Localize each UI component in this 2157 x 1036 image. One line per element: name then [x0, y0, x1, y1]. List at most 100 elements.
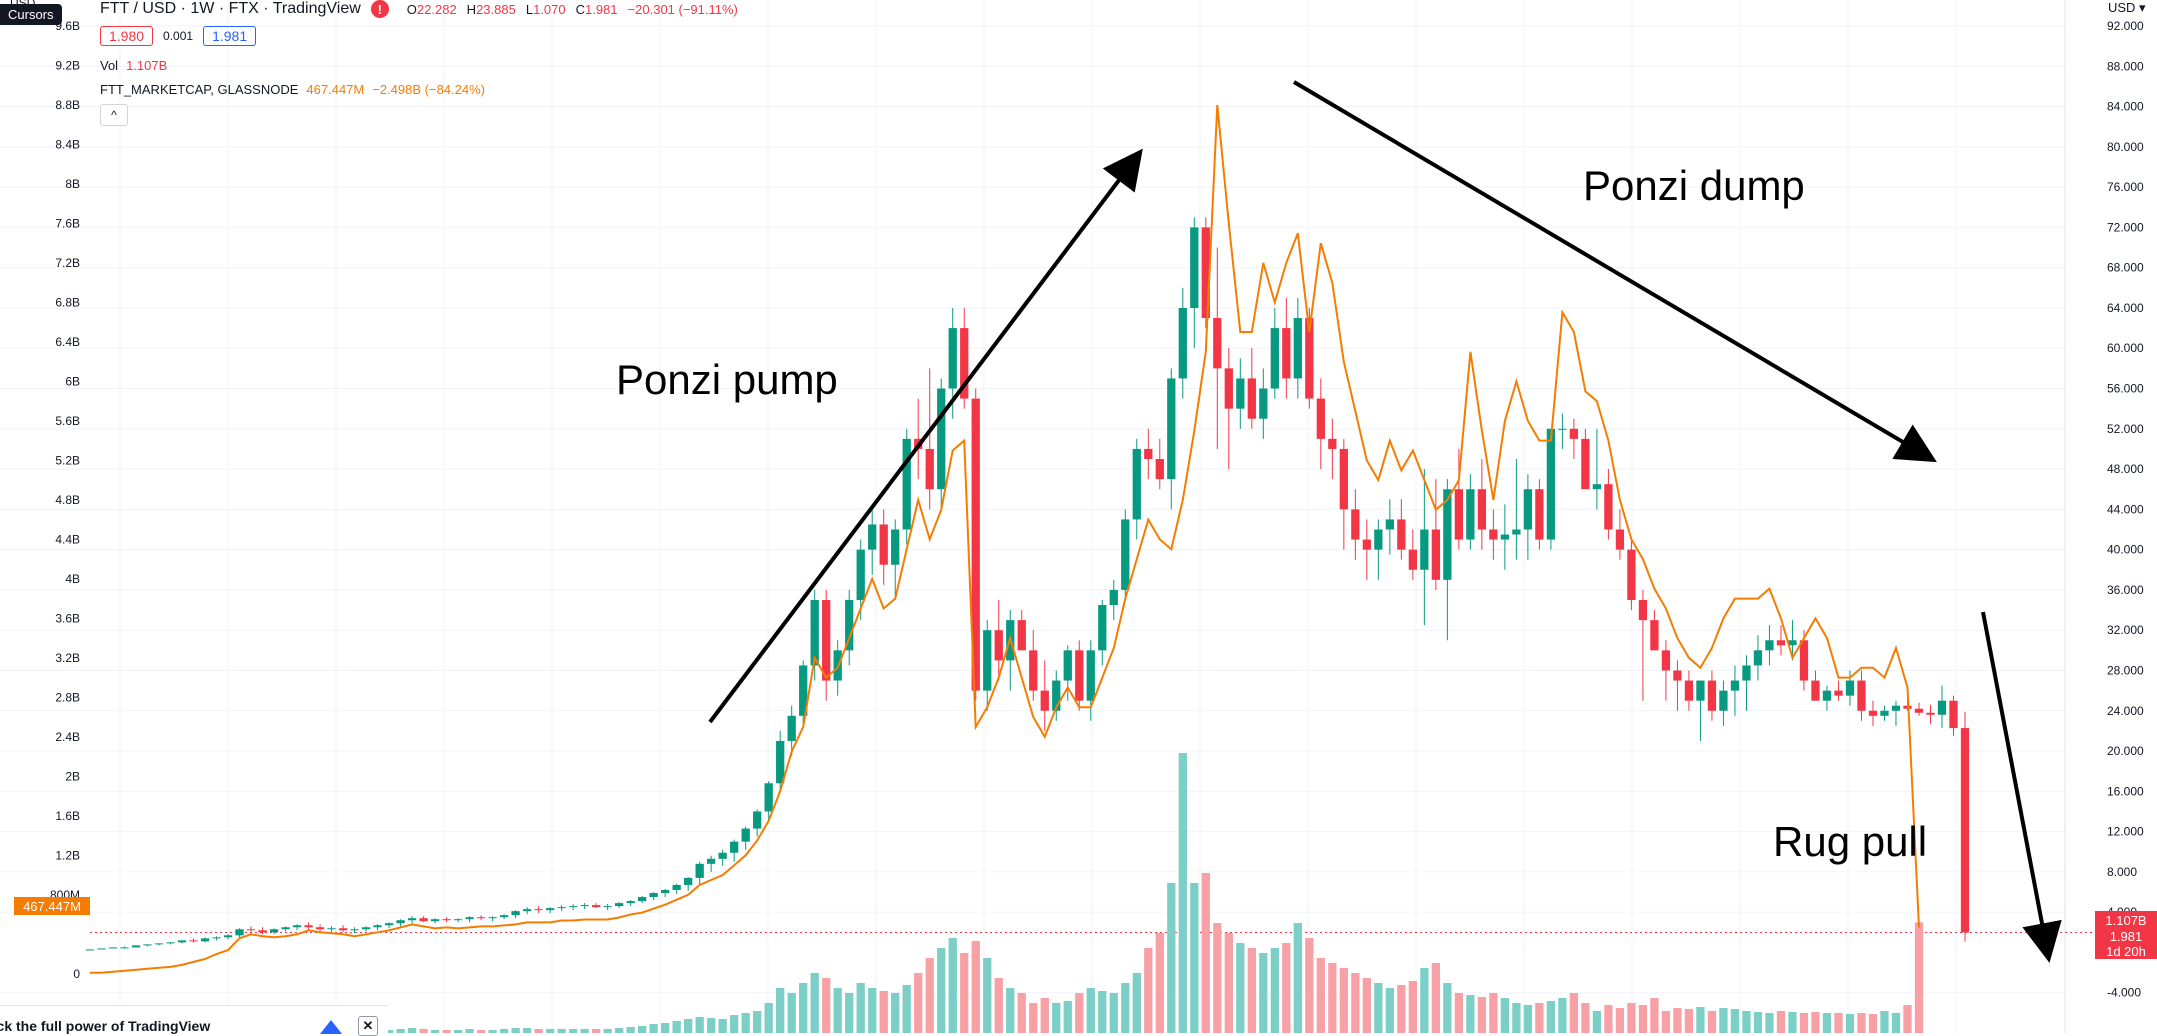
- left-axis-tick: 5.2B: [55, 453, 80, 467]
- volume-bar: [1707, 1011, 1717, 1033]
- left-axis-tick: 9.2B: [55, 58, 80, 72]
- volume-bar: [476, 1030, 486, 1033]
- volume-bar: [948, 938, 957, 1033]
- volume-bar: [1040, 998, 1049, 1033]
- volume-bar: [1799, 1013, 1809, 1033]
- sell-price-button[interactable]: 1.980: [100, 26, 154, 46]
- candle-body: [1684, 680, 1694, 701]
- volume-bar: [718, 1019, 727, 1033]
- promo-banner[interactable]: ock the full power of TradingView ✕: [0, 1005, 388, 1036]
- candle-body: [672, 884, 681, 891]
- volume-bar: [1190, 883, 1199, 1033]
- candle-body: [1949, 700, 1958, 729]
- candle-body: [718, 852, 727, 859]
- candle-body: [246, 929, 256, 931]
- collapse-legend-button[interactable]: ^: [100, 104, 128, 126]
- candle-body: [1224, 368, 1233, 409]
- symbol-title[interactable]: FTT / USD · 1W · FTX · TradingView: [100, 0, 361, 17]
- volume-bar: [557, 1029, 566, 1033]
- volume-bar: [430, 1030, 440, 1033]
- candle-body: [580, 905, 589, 907]
- volume-bar: [902, 985, 911, 1033]
- candle-body: [856, 549, 865, 600]
- volume-bar: [1121, 983, 1130, 1033]
- candle-body: [384, 923, 394, 926]
- candle-body: [1569, 428, 1579, 439]
- candle-body: [1270, 328, 1279, 389]
- candle-body: [1546, 428, 1556, 540]
- candle-body: [1627, 549, 1636, 600]
- volume-bar: [971, 941, 980, 1033]
- candle-body: [557, 907, 566, 909]
- candle-body: [1017, 620, 1026, 651]
- volume-bar: [1006, 988, 1015, 1033]
- candle-body: [626, 901, 635, 904]
- volume-bar: [914, 973, 923, 1033]
- candle-body: [1029, 650, 1038, 691]
- candle-body: [1282, 328, 1291, 379]
- volume-bar: [1109, 993, 1118, 1033]
- left-axis-tick: 4.4B: [55, 532, 80, 546]
- left-axis-tick: 6B: [65, 374, 80, 388]
- volume-bar: [1512, 1003, 1521, 1033]
- volume-bar: [1385, 988, 1394, 1033]
- volume-bar: [1086, 988, 1095, 1033]
- marketcap-legend-change: −2.498B (−84.24%): [372, 82, 485, 97]
- candle-body: [902, 438, 911, 530]
- volume-legend[interactable]: Vol 1.107B: [100, 58, 167, 73]
- candle-body: [799, 665, 808, 716]
- right-axis-tick: 48.000: [2107, 462, 2144, 476]
- candle-body: [695, 863, 704, 878]
- candle-body: [707, 858, 716, 864]
- currency-selector[interactable]: USD ▾: [2108, 0, 2146, 15]
- candle-body: [97, 948, 106, 950]
- candle-body: [1075, 650, 1084, 701]
- candle-body: [1328, 438, 1337, 449]
- candle-body: [787, 715, 796, 741]
- candle-body: [1776, 640, 1786, 646]
- candle-body: [476, 917, 486, 919]
- candle-body: [1891, 705, 1901, 711]
- ohlc-open-value: 22.282: [416, 1, 457, 17]
- candle-body: [1650, 620, 1659, 651]
- candle-body: [258, 930, 267, 933]
- volume-bar: [522, 1028, 532, 1033]
- candle-body: [741, 828, 750, 842]
- spread-value: 0.001: [163, 29, 194, 43]
- buy-price-button[interactable]: 1.981: [203, 26, 257, 46]
- volume-bar: [1776, 1011, 1786, 1033]
- marketcap-last-label: 467.447M: [23, 899, 81, 914]
- candle-body: [1673, 670, 1682, 681]
- volume-bar: [1477, 997, 1487, 1033]
- candle-body: [1121, 519, 1130, 590]
- marketcap-legend[interactable]: FTT_MARKETCAP, GLASSNODE 467.447M −2.498B …: [100, 82, 485, 97]
- candle-body: [1247, 378, 1256, 419]
- right-axis-tick: 24.000: [2107, 704, 2144, 718]
- volume-bar: [1259, 953, 1268, 1033]
- candle-body: [1132, 448, 1141, 520]
- candle-body: [396, 920, 405, 924]
- right-axis-tick: 72.000: [2107, 220, 2144, 234]
- legend-title-row: FTT / USD · 1W · FTX · TradingView ! O22…: [100, 0, 738, 18]
- left-axis-tick: 1.6B: [55, 809, 80, 823]
- cursors-tooltip: Cursors: [0, 4, 62, 25]
- volume-bar: [1316, 958, 1325, 1033]
- volume-bar: [1155, 933, 1164, 1033]
- close-icon[interactable]: ✕: [358, 1016, 378, 1036]
- volume-bar: [499, 1029, 509, 1033]
- candle-body: [764, 783, 773, 812]
- ohlc-change-value: −20.301 (−91.11%): [627, 1, 738, 17]
- volume-bar: [1132, 973, 1141, 1033]
- candle-body: [1190, 227, 1199, 308]
- candle-body: [1500, 534, 1510, 540]
- candle-body: [430, 919, 440, 922]
- right-axis-tick: 8.000: [2107, 865, 2137, 879]
- candle-body: [1374, 529, 1383, 550]
- alert-icon[interactable]: !: [370, 0, 389, 18]
- right-axis-tick: 44.000: [2107, 502, 2144, 516]
- right-axis-tick: 56.000: [2107, 382, 2144, 396]
- right-axis[interactable]: 92.000 88.000 84.000 80.000 76.000 72.000 68.0…: [2107, 19, 2144, 1000]
- ohlc-open-key: O: [406, 1, 417, 17]
- candle-body: [361, 927, 371, 930]
